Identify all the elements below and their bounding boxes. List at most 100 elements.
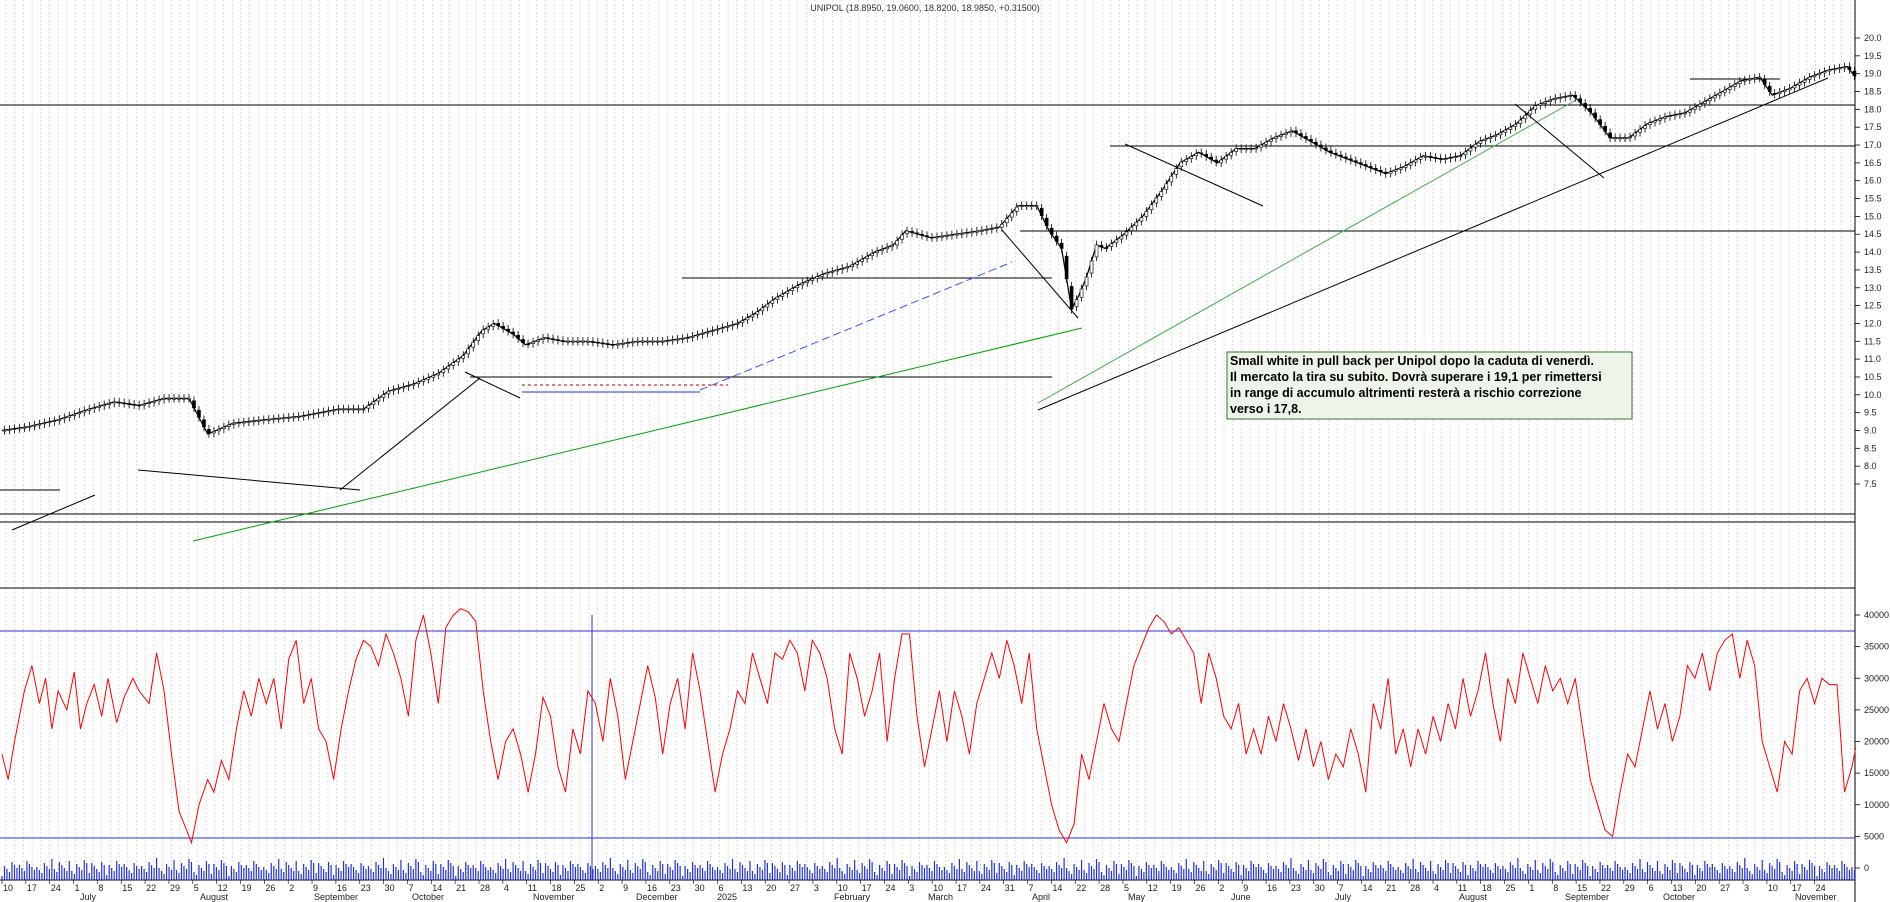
candle-body (491, 323, 495, 327)
volume-bar (1823, 872, 1826, 880)
candle-body (311, 413, 316, 416)
volume-bar (188, 859, 190, 880)
volume-bar (1681, 866, 1684, 880)
volume-bar (46, 866, 48, 880)
volume-bar (1789, 868, 1791, 880)
trend-line-down-3 (1514, 103, 1605, 179)
volume-bar (1811, 863, 1813, 880)
candle-body (301, 415, 306, 418)
volume-bar (1549, 859, 1551, 880)
volume-bar (749, 861, 751, 880)
volume-bar (392, 864, 395, 880)
volume-bar (1203, 861, 1205, 880)
volume-bar (1542, 863, 1544, 880)
volume-bar (1407, 866, 1409, 880)
candle-body (1807, 76, 1812, 80)
volume-bar (1739, 865, 1741, 880)
x-day-label: 22 (146, 883, 156, 893)
volume-bar (958, 859, 960, 880)
volume-bar (1813, 866, 1816, 880)
volume-bar (739, 862, 741, 880)
volume-bar (1434, 874, 1437, 880)
volume-bar (295, 861, 297, 880)
candle-body (1234, 148, 1238, 152)
volume-bar (1684, 869, 1686, 880)
volume-bar (285, 862, 287, 880)
volume-bar (524, 871, 527, 880)
volume-bar (1517, 858, 1519, 880)
volume-bar (744, 868, 746, 880)
candle-body (1493, 134, 1498, 138)
candle-body (17, 427, 22, 430)
x-month-label: September (314, 892, 358, 902)
candle-body (1752, 77, 1757, 80)
vertical-gridlines (5, 0, 1851, 880)
volume-bar (1252, 864, 1255, 880)
volume-bar (1704, 861, 1706, 880)
volume-bar (1449, 873, 1452, 880)
volume-bar (180, 863, 183, 880)
volume-bar (303, 864, 305, 880)
x-day-label: 4 (1434, 883, 1439, 893)
volume-bar (78, 867, 80, 880)
price-tick-label: 14.5 (1864, 229, 1882, 239)
support-resistance-lines (0, 78, 1855, 523)
volume-bar (1736, 862, 1738, 880)
volume-bar (1841, 861, 1843, 880)
x-day-label: 7 (1339, 883, 1344, 893)
volume-bar (1666, 867, 1669, 880)
x-day-label: 10 (1768, 883, 1778, 893)
x-day-label: 21 (1386, 883, 1396, 893)
volume-bar (1686, 872, 1689, 880)
volume-bar (844, 874, 846, 880)
volume-bar (1100, 872, 1103, 880)
x-day-label: 11 (1458, 883, 1467, 893)
volume-bar (1644, 872, 1646, 880)
candle-body (1478, 140, 1483, 144)
candle-body (875, 250, 879, 254)
volume-bar (1848, 870, 1851, 880)
volume-bar (328, 862, 330, 880)
volume-bar (1143, 872, 1145, 880)
volume-bar (814, 863, 816, 880)
candle-body (127, 403, 131, 405)
trend-line-blue-dashed (699, 261, 1013, 391)
volume-bar (1093, 869, 1095, 880)
candle-body (1069, 286, 1074, 310)
volume-bar (377, 865, 380, 880)
x-day-label: 14 (1362, 883, 1372, 893)
volume-bar (1734, 872, 1736, 880)
volume-bar (148, 862, 150, 880)
volume-bar (824, 869, 826, 880)
x-day-label: 19 (242, 883, 252, 893)
volume-bar (819, 869, 821, 880)
volume-bar (874, 872, 876, 880)
volume-bar (1397, 867, 1399, 880)
volume-bar (43, 863, 45, 880)
candle-body (1334, 152, 1338, 155)
price-tick-label: 19.5 (1864, 51, 1882, 61)
volume-bar (1016, 865, 1018, 880)
price-tick-label: 20.0 (1864, 33, 1882, 43)
volume-bar (1275, 866, 1277, 880)
candle-body (132, 403, 136, 406)
candle-body (1842, 66, 1847, 69)
x-day-label: 10 (838, 883, 848, 893)
volume-bar (921, 865, 923, 880)
candle-body (227, 424, 231, 427)
candle-body (1832, 68, 1837, 71)
volume-bar (497, 863, 499, 880)
volume-bar (1113, 861, 1115, 880)
candle-body (157, 399, 161, 402)
volume-bar (649, 875, 651, 880)
price-tick-label: 9.0 (1864, 425, 1877, 435)
volume-bar (746, 871, 749, 880)
volume-bar (569, 861, 572, 880)
candle-body (1713, 95, 1717, 99)
osc-tick-label: 30000 (1864, 673, 1889, 683)
candle-body (511, 331, 515, 335)
volume-bar (859, 873, 861, 880)
volume-bar (36, 867, 38, 880)
volume-bar (265, 870, 267, 880)
volume-bar (1061, 868, 1063, 880)
